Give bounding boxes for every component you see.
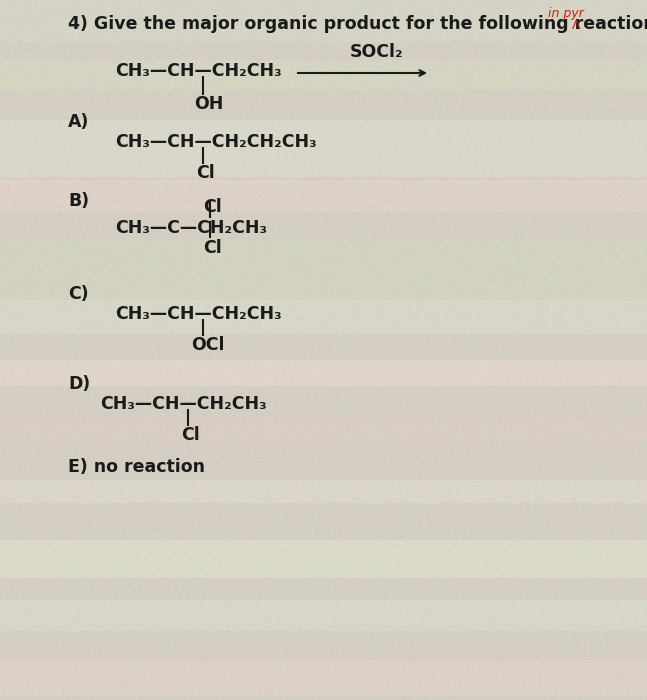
Text: Cl: Cl (203, 239, 222, 257)
Text: E) no reaction: E) no reaction (68, 458, 205, 476)
Text: CH₃—CH—CH₂CH₃: CH₃—CH—CH₂CH₃ (100, 395, 267, 413)
Text: D): D) (68, 375, 90, 393)
Text: SOCl₂: SOCl₂ (350, 43, 404, 61)
Text: Λ: Λ (572, 19, 580, 32)
Text: Cl: Cl (181, 426, 200, 444)
Text: OCl: OCl (191, 336, 225, 354)
Text: C): C) (68, 285, 89, 303)
Text: CH₃—CH—CH₂CH₂CH₃: CH₃—CH—CH₂CH₂CH₃ (115, 133, 316, 151)
Text: OH: OH (194, 95, 223, 113)
Text: in pyr: in pyr (548, 7, 584, 20)
Text: Cl: Cl (196, 164, 215, 182)
Text: CH₃—CH—CH₂CH₃: CH₃—CH—CH₂CH₃ (115, 305, 281, 323)
Text: CH₃—CH—CH₂CH₃: CH₃—CH—CH₂CH₃ (115, 62, 281, 80)
Text: CH₃—C—CH₂CH₃: CH₃—C—CH₂CH₃ (115, 219, 267, 237)
Text: A): A) (68, 113, 89, 131)
Text: 4) Give the major organic product for the following reaction.: 4) Give the major organic product for th… (68, 15, 647, 33)
Text: B): B) (68, 192, 89, 210)
Text: Cl: Cl (203, 198, 222, 216)
